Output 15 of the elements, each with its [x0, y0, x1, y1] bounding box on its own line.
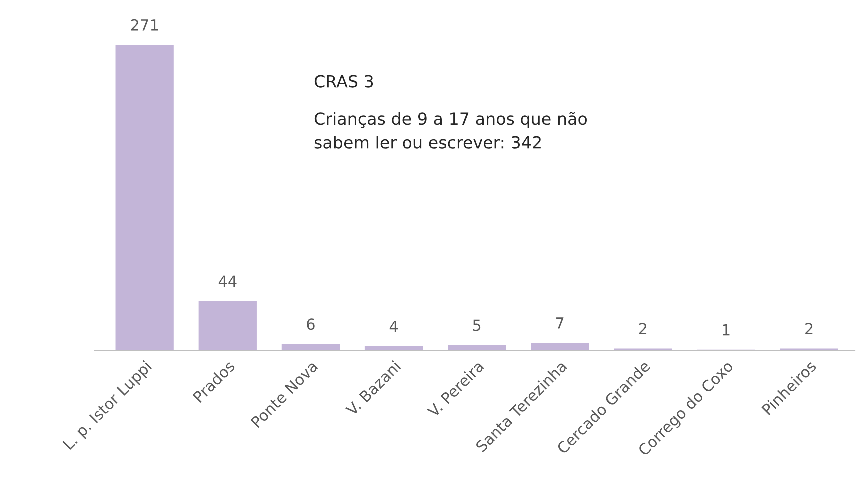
text: CRAS 3: [314, 75, 374, 88]
bar: [282, 344, 340, 351]
data-label: 1: [723, 324, 730, 336]
data-label: 2: [806, 323, 813, 334]
data-label: 5: [473, 320, 481, 332]
data-label: 2: [639, 323, 647, 334]
data-label: 6: [307, 318, 315, 330]
text: Crianças de 9 a 17 anos que não sabem ler ou escrever: 342: [314, 112, 588, 149]
bar: [116, 45, 174, 351]
data-label: 271: [131, 19, 158, 31]
data-label: 4: [390, 321, 398, 332]
data-label: 44: [218, 276, 237, 288]
data-label: 7: [556, 318, 564, 329]
bar: [531, 343, 590, 351]
bar: [198, 301, 257, 351]
